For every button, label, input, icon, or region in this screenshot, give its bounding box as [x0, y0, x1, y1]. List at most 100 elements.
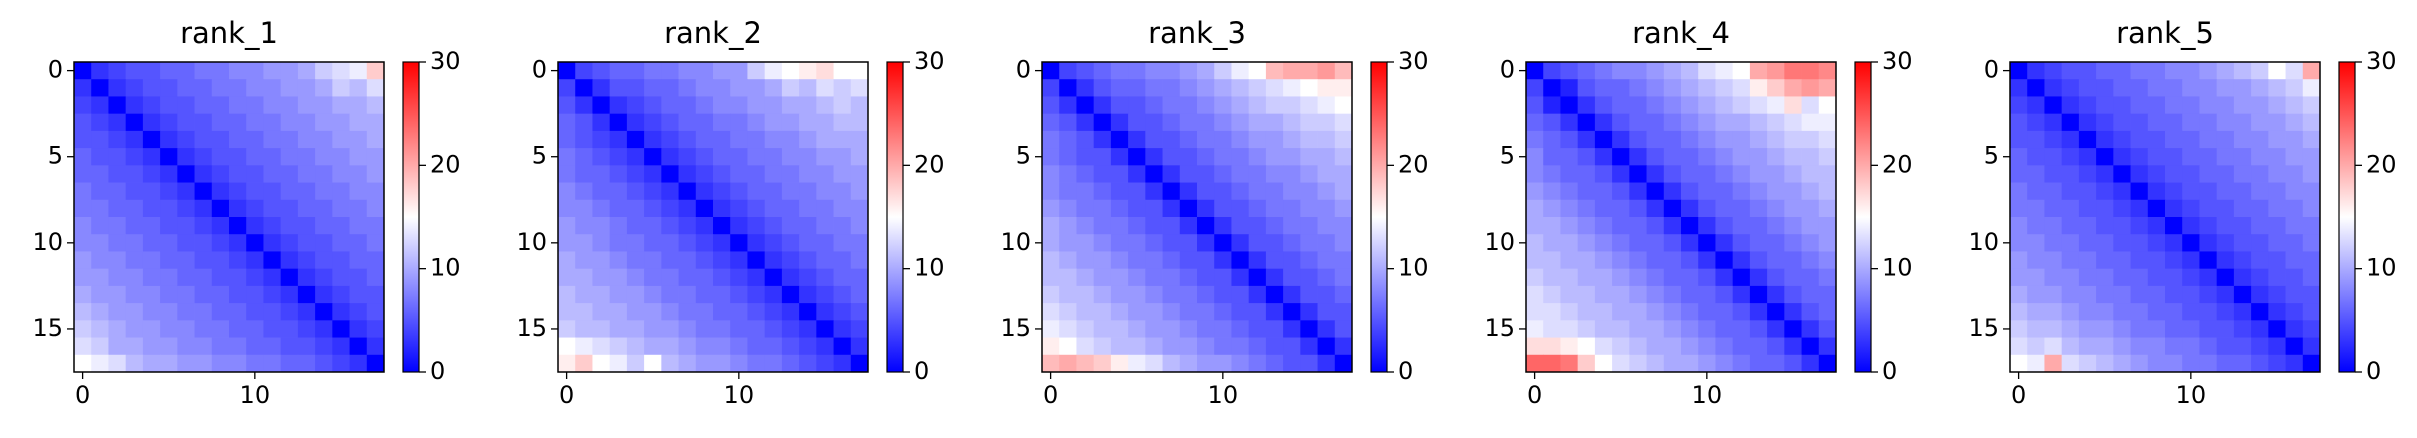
heatmap-cell	[1128, 251, 1146, 270]
heatmap-cell	[1076, 354, 1095, 373]
heatmap-cell	[2199, 62, 2218, 80]
heatmap-cell	[1283, 199, 1301, 218]
heatmap-cell	[1059, 130, 1077, 149]
heatmap-cell	[2216, 251, 2235, 270]
heatmap-cell	[297, 303, 316, 321]
heatmap-cell	[1042, 217, 1060, 235]
heatmap-cell	[713, 217, 731, 235]
heatmap-cell	[211, 165, 230, 183]
heatmap-cell	[1646, 96, 1665, 115]
heatmap-cell	[211, 79, 230, 97]
heatmap-cell	[1214, 130, 1232, 149]
heatmap-cell	[695, 79, 714, 97]
heatmap-cell	[592, 268, 611, 287]
heatmap-cell	[1577, 130, 1596, 149]
heatmap-cell	[1629, 234, 1647, 252]
heatmap-cell	[297, 251, 316, 270]
heatmap-cell	[366, 182, 385, 201]
colorbar-tick-label: 20	[914, 150, 945, 178]
heatmap-cell	[850, 285, 869, 304]
heatmap-cell	[1577, 182, 1596, 201]
heatmap-cell	[315, 182, 333, 201]
heatmap-cell	[2216, 165, 2235, 183]
heatmap-cell	[2147, 285, 2166, 304]
heatmap-cell	[229, 303, 247, 321]
heatmap-cell	[1594, 285, 1613, 304]
heatmap-cell	[2147, 303, 2166, 321]
heatmap-cell	[1042, 285, 1060, 304]
heatmap-cell	[1526, 96, 1544, 115]
heatmap-cell	[764, 165, 783, 183]
heatmap-cell	[1300, 320, 1318, 338]
heatmap-cell	[1732, 199, 1751, 218]
heatmap-cell	[315, 268, 333, 287]
heatmap-cell	[609, 217, 628, 235]
heatmap-cell	[661, 320, 679, 338]
heatmap-cell	[108, 130, 127, 149]
heatmap-cell	[1612, 130, 1630, 149]
heatmap-cell	[833, 165, 852, 183]
heatmap-cell	[2130, 96, 2149, 115]
heatmap-cell	[1594, 234, 1613, 252]
heatmap-cell	[2268, 251, 2286, 270]
heatmap-cell	[1681, 354, 1699, 373]
heatmap-cell	[1715, 113, 1734, 132]
heatmap-cell	[108, 268, 127, 287]
heatmap-cell	[575, 234, 593, 252]
heatmap-cell	[2216, 303, 2235, 321]
heatmap-cell	[1300, 268, 1318, 287]
heatmap-cell	[2165, 130, 2183, 149]
heatmap-cell	[315, 354, 333, 373]
heatmap-cell	[315, 96, 333, 115]
heatmap-cell	[2216, 234, 2235, 252]
heatmap-cell	[1076, 79, 1095, 97]
heatmap-cell	[229, 130, 247, 149]
heatmap-cell	[2199, 251, 2218, 270]
heatmap-cell	[575, 337, 593, 356]
heatmap-cell	[332, 217, 350, 235]
heatmap-cell	[1283, 148, 1301, 166]
heatmap-cell	[1162, 320, 1181, 338]
heatmap-cell	[332, 337, 350, 356]
heatmap-cell	[366, 251, 385, 270]
heatmap-cell	[1681, 303, 1699, 321]
heatmap-cell	[850, 113, 869, 132]
heatmap-cell	[1698, 268, 1716, 287]
heatmap-cell	[575, 303, 593, 321]
heatmap-cell	[1715, 199, 1734, 218]
heatmap-cell	[125, 320, 144, 338]
heatmap-cell	[2130, 285, 2149, 304]
heatmap-cell	[1265, 337, 1284, 356]
heatmap-cell	[626, 96, 645, 115]
heatmap-cell	[297, 234, 316, 252]
heatmap-cell	[1526, 234, 1544, 252]
heatmap-cell	[1128, 199, 1146, 218]
heatmap-cell	[366, 62, 385, 80]
heatmap-cell	[1283, 268, 1301, 287]
heatmap-cell	[1801, 251, 1820, 270]
heatmap-cell	[626, 62, 645, 80]
heatmap-cell	[781, 96, 800, 115]
heatmap-cell	[91, 337, 109, 356]
heatmap-cell	[747, 337, 766, 356]
heatmap-cell	[1681, 251, 1699, 270]
heatmap-cell	[2061, 96, 2080, 115]
heatmap-cell	[2285, 234, 2304, 252]
heatmap-cell	[1231, 182, 1250, 201]
heatmap-cell	[2130, 303, 2149, 321]
heatmap-cell	[1663, 113, 1682, 132]
heatmap-cell	[246, 303, 264, 321]
heatmap-cell	[1646, 337, 1665, 356]
heatmap-cell	[850, 199, 869, 218]
heatmap-cell	[2182, 217, 2200, 235]
heatmap-cell	[1543, 354, 1561, 373]
heatmap-cell	[1663, 320, 1682, 338]
heatmap-cell	[91, 320, 109, 338]
heatmap-cell	[2130, 320, 2149, 338]
heatmap-cell	[74, 285, 92, 304]
heatmap-cell	[833, 251, 852, 270]
heatmap-cell	[315, 234, 333, 252]
heatmap-cell	[2285, 251, 2304, 270]
heatmap-cell	[1646, 148, 1665, 166]
heatmap-cell	[1317, 165, 1336, 183]
